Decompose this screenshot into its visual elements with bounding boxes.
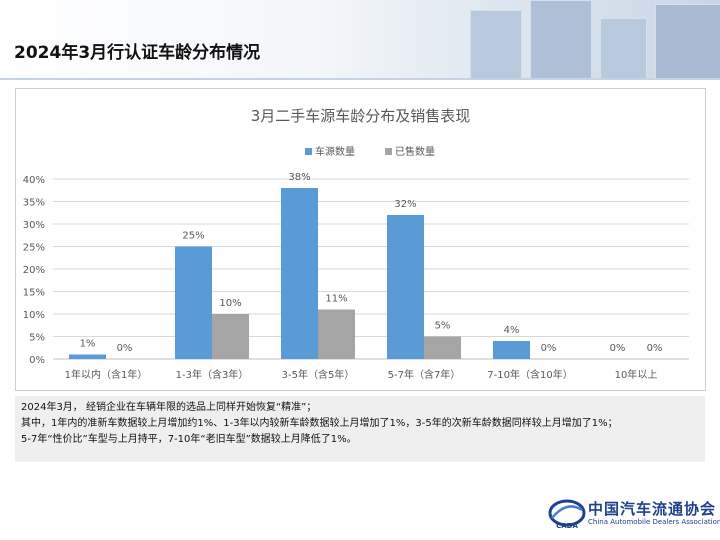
y-tick-label: 20%	[23, 265, 45, 276]
bar-series-2	[212, 314, 249, 359]
association-name: 中国汽车流通协会	[588, 500, 717, 518]
bar-series-1	[493, 341, 530, 359]
bar-series-1	[387, 215, 424, 359]
data-label: 0%	[610, 343, 626, 354]
data-label: 11%	[325, 294, 347, 305]
data-label: 0%	[541, 343, 557, 354]
x-tick-label: 10年以上	[615, 368, 658, 381]
legend-swatch-series-1	[305, 148, 312, 155]
x-axis-ticks: 1年以内（含1年） 1-3年（含3年） 3-5年（含5年） 5-7年（含7年） 7-10…	[65, 368, 658, 381]
emblem-text: CADA	[556, 522, 578, 530]
page-title: 2024年3月行认证车龄分布情况	[14, 43, 261, 63]
chart-title: 3月二手车源车龄分布及销售表现	[251, 107, 471, 125]
association-name-en: China Automobile Dealers Association	[588, 518, 720, 526]
legend-swatch-series-2	[385, 148, 392, 155]
note-line-1: 2024年3月， 经销企业在车辆年限的选品上同样开始恢复“精准”；	[21, 402, 317, 413]
x-tick-label: 7-10年（含10年）	[487, 368, 572, 381]
bars	[69, 188, 530, 359]
x-tick-label: 3-5年（含5年）	[282, 368, 355, 381]
bar-chart: 3月二手车源车龄分布及销售表现 车源数量 已售数量 0% 5% 10% 15% 20% 2…	[23, 107, 689, 381]
bar-series-2	[318, 309, 355, 359]
data-label: 0%	[117, 343, 133, 354]
y-tick-label: 40%	[23, 175, 45, 186]
buildings-graphic	[450, 0, 720, 78]
bar-series-1	[69, 354, 106, 359]
notes-panel: 2024年3月， 经销企业在车辆年限的选品上同样开始恢复“精准”； 其中，1年内…	[15, 396, 705, 462]
x-tick-label: 1-3年（含3年）	[176, 368, 249, 381]
y-axis-ticks: 0% 5% 10% 15% 20% 25% 30% 35% 40%	[23, 175, 45, 366]
bar-series-1	[281, 188, 318, 359]
chart-panel: 3月二手车源车龄分布及销售表现 车源数量 已售数量 0% 5% 10% 15% 20% 2…	[15, 88, 706, 391]
data-label: 32%	[394, 199, 416, 210]
header-banner: 2024年3月行认证车龄分布情况	[0, 0, 720, 78]
x-tick-label: 1年以内（含1年）	[65, 368, 148, 381]
data-label: 0%	[647, 343, 663, 354]
data-label: 4%	[504, 325, 520, 336]
y-tick-label: 15%	[23, 288, 45, 299]
y-tick-label: 30%	[23, 220, 45, 231]
data-label: 38%	[288, 172, 310, 183]
data-label: 10%	[219, 298, 241, 309]
data-label: 25%	[182, 231, 204, 242]
y-tick-label: 0%	[29, 355, 45, 366]
note-line-3: 5-7年“性价比”车型与上月持平，7-10年“老旧车型”数据较上月降低了1%。	[21, 434, 357, 445]
data-label: 1%	[80, 339, 96, 350]
y-tick-label: 10%	[23, 310, 45, 321]
data-labels: 1% 0% 25% 10% 38% 11% 32% 5% 4% 0% 0% 0%	[80, 172, 663, 354]
data-label: 5%	[435, 321, 451, 332]
y-tick-label: 25%	[23, 243, 45, 254]
y-tick-label: 5%	[29, 333, 45, 344]
legend-label-series-2: 已售数量	[395, 145, 435, 158]
title-divider	[0, 78, 720, 80]
y-tick-label: 35%	[23, 198, 45, 209]
gridlines	[53, 178, 689, 360]
bar-series-2	[424, 336, 461, 359]
legend-label-series-1: 车源数量	[315, 145, 355, 158]
note-line-2: 其中，1年内的准新车数据较上月增加约1%、1-3年以内较新车龄数据较上月增加了1…	[21, 418, 618, 429]
x-tick-label: 5-7年（含7年）	[388, 368, 461, 381]
bar-series-1	[175, 246, 212, 359]
association-logo: CADA 中国汽车流通协会 China Automobile Dealers A…	[548, 494, 720, 534]
legend: 车源数量 已售数量	[305, 145, 435, 158]
cada-emblem-icon: CADA	[548, 499, 586, 530]
